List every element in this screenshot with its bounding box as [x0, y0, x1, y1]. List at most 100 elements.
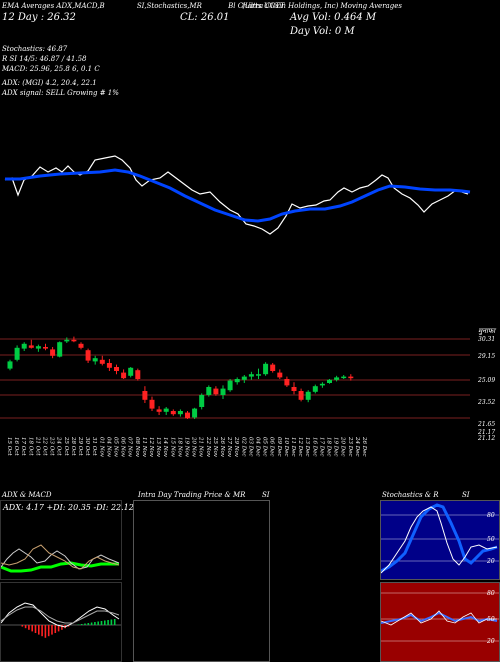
- price-tick: 30.31: [478, 336, 495, 343]
- price-axis-top-label: मुनाफा: [478, 327, 496, 335]
- ema12-label: 12 Day : 26.32: [2, 12, 76, 23]
- candle-body: [192, 408, 198, 418]
- adx-signal: ADX signal: SELL Growing # 1%: [2, 89, 119, 97]
- candle: [128, 367, 134, 378]
- stoch-panel-title: Stochastics & R: [382, 491, 439, 499]
- candle-body: [64, 339, 70, 342]
- date-label: 11 Dec: [290, 437, 296, 457]
- date-label: 07 Nov: [127, 437, 133, 458]
- candle: [206, 385, 212, 397]
- candle-body: [92, 358, 98, 362]
- adx-lines: [1, 544, 120, 573]
- macd-bar: [51, 625, 53, 635]
- candle: [327, 379, 332, 384]
- date-label: 22 Nov: [205, 436, 211, 458]
- date-label: 28 Oct: [70, 436, 76, 456]
- candle: [241, 375, 247, 383]
- candle: [220, 385, 226, 399]
- date-label: 04 Nov: [105, 437, 111, 458]
- candle: [163, 407, 169, 415]
- tab-bl-charts[interactable]: Bl Charts: [228, 2, 262, 10]
- rsi-tick: 80: [487, 590, 495, 597]
- header-tabs: EMA Averages ADX,MACD,B SI,Stochastics,M…: [2, 2, 284, 10]
- tab-symbol[interactable]: UCTT: [263, 2, 285, 10]
- date-label: 16 Oct: [13, 437, 19, 456]
- candle: [348, 374, 354, 381]
- candle-body: [7, 361, 13, 369]
- macd-bar: [87, 623, 90, 625]
- tab-adx-macd[interactable]: ADX,MACD,B: [56, 2, 105, 10]
- rsi-tick: 50: [487, 616, 495, 623]
- avg-vol-label: Avg Vol: 0.464 M: [290, 12, 377, 23]
- intraday-si-label: SI: [262, 491, 270, 499]
- date-label: 23 Dec: [347, 436, 353, 457]
- candle: [256, 368, 261, 379]
- candle: [312, 384, 318, 394]
- candle-body: [156, 409, 162, 412]
- candle: [106, 359, 112, 371]
- price-tick: 29.15: [477, 353, 495, 360]
- candle-body: [291, 387, 297, 391]
- date-label: 13 Nov: [155, 437, 161, 458]
- candle: [199, 393, 205, 410]
- candle: [156, 406, 162, 415]
- adx-panel-values: ADX: 4.17 +DI: 20.35 -DI: 22.12: [3, 503, 134, 512]
- macd-bar: [21, 625, 24, 627]
- date-label: 21 Nov: [198, 436, 204, 458]
- candle: [14, 345, 20, 362]
- candle-body: [312, 386, 318, 392]
- date-label: 15 Oct: [6, 437, 12, 456]
- candle-body: [135, 370, 141, 379]
- adx-panel: ADX: 4.17 +DI: 20.35 -DI: 22.12: [0, 500, 134, 580]
- date-label: 19 Nov: [184, 437, 190, 458]
- rsi-panel: 80 50 20: [380, 582, 500, 662]
- candle: [142, 386, 148, 403]
- macd-bar: [104, 620, 106, 625]
- macd-bar: [61, 625, 63, 630]
- date-label: 30 Oct: [84, 437, 90, 456]
- macd-bar: [47, 625, 50, 637]
- candle: [319, 382, 325, 388]
- candle: [284, 376, 290, 387]
- date-label: 26 Dec: [361, 436, 367, 457]
- candle: [64, 337, 70, 343]
- date-label: 20 Dec: [340, 436, 346, 457]
- date-label: 26 Nov: [219, 436, 225, 458]
- date-label: 29 Oct: [77, 436, 83, 456]
- price-tick: 21.17: [477, 429, 495, 436]
- candlestick-chart: मुनाफा 30.31 29.15 25.09 23.52 21.65 21.…: [0, 327, 496, 458]
- intraday-panel: [133, 500, 270, 662]
- candle: [270, 363, 276, 373]
- date-label: 05 Dec: [262, 437, 268, 457]
- date-label: 29 Nov: [233, 436, 239, 458]
- candle-body: [305, 391, 311, 400]
- candle-body: [170, 411, 176, 415]
- date-label: 17 Oct: [20, 437, 26, 456]
- date-label: 02 Dec: [240, 437, 246, 457]
- candle-body: [57, 342, 63, 357]
- candle-body: [234, 379, 240, 383]
- candle-body: [327, 379, 332, 383]
- date-label: 10 Dec: [283, 437, 289, 457]
- macd-bar: [90, 622, 93, 625]
- date-axis: 15 Oct 16 Oct 17 Oct 18 Oct 21 Oct 22 Oct 23 O…: [6, 436, 367, 458]
- candle-body: [50, 349, 56, 356]
- candle-body: [142, 391, 148, 400]
- tab-si-stochastics[interactable]: SI,Stochastics,MR: [136, 2, 202, 10]
- candle: [57, 341, 63, 358]
- rsi-lines: 80 50 20: [381, 590, 499, 645]
- date-label: 22 Oct: [42, 436, 48, 456]
- candle: [7, 359, 13, 371]
- candle: [114, 364, 119, 375]
- candle-body: [213, 388, 219, 395]
- candle: [185, 411, 190, 419]
- date-label: 18 Oct: [27, 437, 33, 456]
- date-label: 27 Nov: [226, 436, 232, 458]
- tab-ema-averages[interactable]: EMA Averages: [2, 2, 55, 10]
- macd-bar: [28, 625, 30, 630]
- macd-bar: [57, 625, 60, 632]
- macd-value: MACD: 25.96, 25.8 6, 0.1 C: [2, 65, 100, 73]
- header-title: (Ultra Clean Holdings, Inc) Moving Avera…: [242, 2, 402, 10]
- candle: [213, 386, 219, 396]
- candle-body: [71, 339, 77, 342]
